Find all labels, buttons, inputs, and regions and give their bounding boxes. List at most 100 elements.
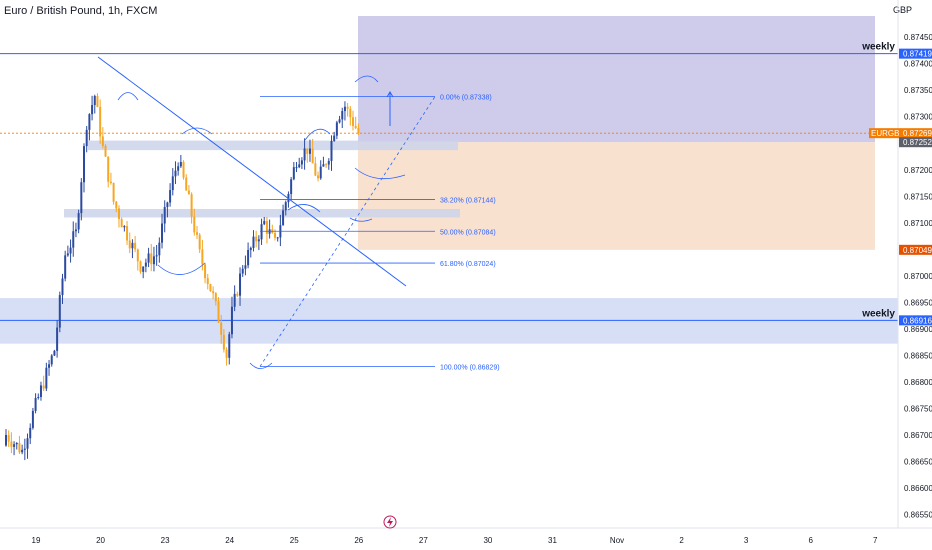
candle[interactable] bbox=[74, 222, 77, 238]
candle[interactable] bbox=[195, 225, 198, 240]
candle[interactable] bbox=[319, 160, 322, 180]
trendline[interactable] bbox=[97, 56, 407, 287]
candle[interactable] bbox=[29, 423, 32, 445]
candle[interactable] bbox=[112, 182, 115, 205]
candle[interactable] bbox=[244, 255, 247, 276]
candle[interactable] bbox=[190, 192, 193, 224]
candle[interactable] bbox=[247, 242, 250, 269]
candle[interactable] bbox=[144, 258, 147, 273]
candle[interactable] bbox=[306, 148, 309, 163]
candle[interactable] bbox=[91, 95, 94, 121]
candle[interactable] bbox=[77, 209, 80, 234]
candle[interactable] bbox=[252, 230, 255, 252]
candle[interactable] bbox=[163, 200, 166, 233]
candle[interactable] bbox=[187, 185, 190, 195]
candle[interactable] bbox=[271, 224, 274, 234]
candle[interactable] bbox=[72, 221, 75, 257]
candle[interactable] bbox=[225, 347, 228, 366]
candle[interactable] bbox=[142, 266, 145, 279]
candle[interactable] bbox=[53, 349, 56, 357]
candle[interactable] bbox=[311, 138, 314, 164]
candle[interactable] bbox=[290, 176, 293, 201]
candle[interactable] bbox=[352, 110, 355, 131]
candle[interactable] bbox=[117, 205, 120, 228]
candle[interactable] bbox=[80, 178, 83, 221]
position-stop-zone[interactable] bbox=[358, 142, 875, 250]
candle[interactable] bbox=[263, 216, 266, 226]
candle[interactable] bbox=[282, 204, 285, 226]
candle[interactable] bbox=[177, 162, 180, 176]
candle[interactable] bbox=[107, 156, 110, 188]
candle[interactable] bbox=[206, 273, 209, 290]
candle[interactable] bbox=[85, 126, 88, 153]
candle[interactable] bbox=[300, 157, 303, 169]
candle[interactable] bbox=[230, 296, 233, 339]
candle[interactable] bbox=[64, 250, 67, 282]
candle[interactable] bbox=[276, 236, 279, 242]
candle[interactable] bbox=[83, 143, 86, 193]
candle[interactable] bbox=[185, 174, 188, 191]
candle[interactable] bbox=[18, 435, 21, 455]
candle[interactable] bbox=[23, 438, 26, 461]
candle[interactable] bbox=[128, 232, 131, 254]
candle[interactable] bbox=[150, 243, 153, 272]
candle[interactable] bbox=[139, 260, 142, 274]
demand-zone[interactable] bbox=[64, 208, 460, 218]
candle[interactable] bbox=[303, 138, 306, 170]
candle[interactable] bbox=[338, 115, 341, 124]
candle[interactable] bbox=[233, 285, 236, 312]
candle[interactable] bbox=[279, 214, 282, 247]
weekly-band-zone[interactable] bbox=[0, 298, 898, 344]
candle[interactable] bbox=[193, 208, 196, 236]
candle[interactable] bbox=[96, 93, 99, 108]
candle[interactable] bbox=[333, 131, 336, 142]
candle[interactable] bbox=[284, 200, 287, 216]
candle[interactable] bbox=[249, 246, 252, 258]
candle[interactable] bbox=[131, 239, 134, 259]
candle[interactable] bbox=[228, 331, 231, 365]
candle[interactable] bbox=[292, 161, 295, 181]
candle[interactable] bbox=[26, 433, 29, 459]
candle[interactable] bbox=[325, 162, 328, 168]
candle[interactable] bbox=[45, 362, 48, 392]
candle[interactable] bbox=[169, 183, 172, 207]
candle[interactable] bbox=[217, 297, 220, 323]
candle[interactable] bbox=[295, 161, 298, 173]
position-profit-zone[interactable] bbox=[358, 16, 875, 143]
candle[interactable] bbox=[179, 154, 182, 168]
candle[interactable] bbox=[241, 265, 244, 277]
candle[interactable] bbox=[214, 292, 217, 306]
candle[interactable] bbox=[257, 235, 260, 251]
candle[interactable] bbox=[220, 314, 223, 344]
candle[interactable] bbox=[5, 429, 7, 447]
candle[interactable] bbox=[260, 218, 263, 245]
candle[interactable] bbox=[134, 236, 137, 253]
candle[interactable] bbox=[268, 219, 271, 239]
candle[interactable] bbox=[209, 283, 212, 292]
candle[interactable] bbox=[39, 381, 42, 401]
candle[interactable] bbox=[69, 239, 72, 263]
candle[interactable] bbox=[265, 217, 268, 244]
candle[interactable] bbox=[66, 245, 69, 257]
supply-zone[interactable] bbox=[88, 140, 458, 151]
candle[interactable] bbox=[335, 120, 338, 140]
candle[interactable] bbox=[152, 246, 155, 272]
candle[interactable] bbox=[222, 329, 225, 353]
candle[interactable] bbox=[354, 116, 357, 130]
candle[interactable] bbox=[171, 168, 174, 196]
candle[interactable] bbox=[182, 160, 185, 180]
candle[interactable] bbox=[357, 123, 360, 136]
candle[interactable] bbox=[155, 245, 158, 266]
candle[interactable] bbox=[31, 407, 34, 430]
candle[interactable] bbox=[314, 156, 317, 177]
candle[interactable] bbox=[123, 225, 126, 232]
candle[interactable] bbox=[343, 101, 346, 121]
candle[interactable] bbox=[7, 430, 10, 447]
candle[interactable] bbox=[56, 320, 59, 358]
candle[interactable] bbox=[93, 94, 96, 114]
candle[interactable] bbox=[166, 201, 169, 218]
lightning-icon[interactable] bbox=[383, 515, 397, 529]
candle[interactable] bbox=[104, 144, 107, 157]
candle[interactable] bbox=[161, 213, 164, 249]
candle[interactable] bbox=[298, 157, 301, 169]
